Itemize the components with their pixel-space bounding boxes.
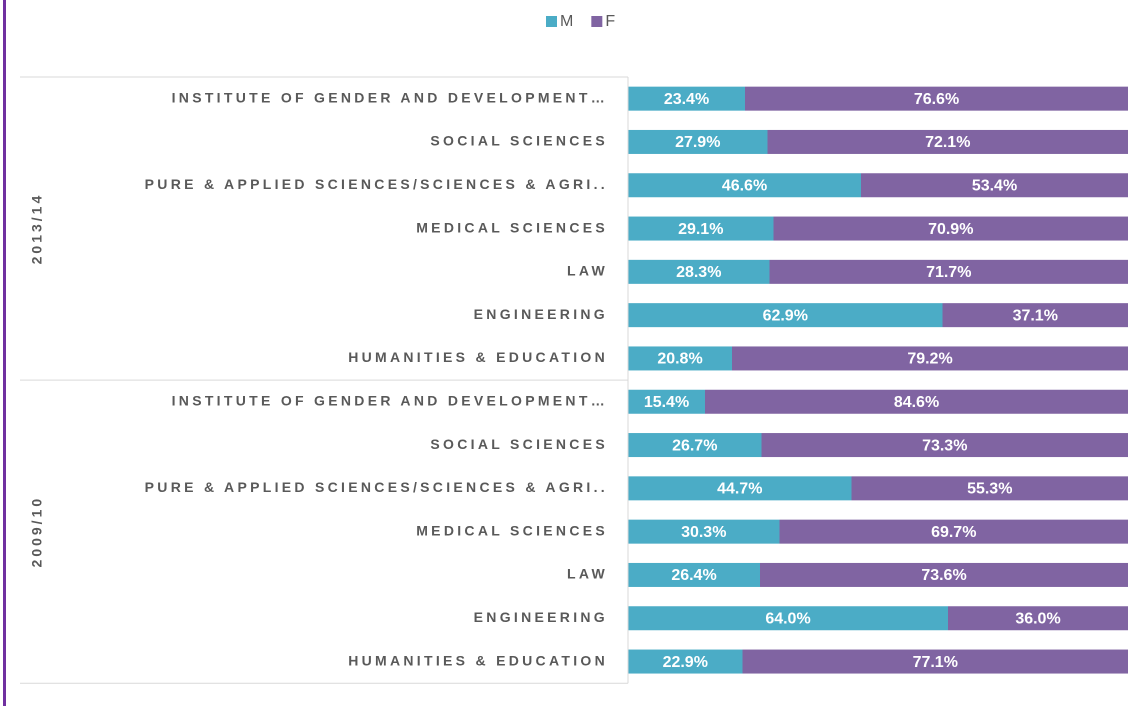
data-label: 26.7%	[672, 437, 717, 454]
category-label: HUMANITIES & EDUCATION	[348, 652, 608, 668]
category-label: MEDICAL SCIENCES	[416, 219, 608, 235]
data-label: 55.3%	[967, 481, 1012, 498]
left-border	[3, 0, 6, 706]
legend-swatch	[591, 16, 603, 27]
bar-segment	[628, 389, 705, 414]
data-label: 28.3%	[676, 264, 721, 281]
data-label: 62.9%	[763, 307, 808, 324]
bar-segment	[761, 433, 1128, 458]
bar-segment	[628, 346, 732, 371]
bar-segment	[861, 173, 1128, 198]
data-label: 70.9%	[928, 221, 973, 238]
bar-segment	[742, 649, 1128, 674]
data-label: 79.2%	[907, 351, 952, 368]
bar-segment	[773, 216, 1128, 241]
bar-segment	[769, 259, 1128, 284]
bar-segment	[948, 606, 1128, 631]
data-label: 20.8%	[657, 351, 702, 368]
group-label: 2009/10	[29, 496, 45, 568]
data-label: 44.7%	[717, 481, 762, 498]
bar-segment	[942, 303, 1128, 328]
data-label: 72.1%	[925, 134, 970, 151]
bar-segment	[760, 562, 1128, 587]
data-label: 64.0%	[765, 610, 810, 627]
category-label: PURE & APPLIED SCIENCES/SCIENCES & AGRI.…	[145, 176, 608, 192]
bar-segment	[628, 303, 943, 328]
bar-segment	[705, 389, 1128, 414]
bar-segment	[745, 86, 1128, 111]
category-label: LAW	[567, 263, 608, 279]
data-label: 26.4%	[671, 567, 716, 584]
data-label: 37.1%	[1013, 307, 1058, 324]
category-label: ENGINEERING	[474, 609, 608, 625]
bar-segment	[732, 346, 1128, 371]
category-label: MEDICAL SCIENCES	[416, 522, 608, 538]
data-label: 29.1%	[678, 221, 723, 238]
legend-label: F	[605, 13, 615, 30]
data-label: 23.4%	[664, 91, 709, 108]
category-label: SOCIAL SCIENCES	[430, 133, 608, 149]
bar-segment	[628, 649, 743, 674]
bar-segment	[628, 433, 762, 458]
category-label: LAW	[567, 566, 608, 582]
category-label: SOCIAL SCIENCES	[430, 436, 608, 452]
data-label: 36.0%	[1015, 610, 1060, 627]
category-label: HUMANITIES & EDUCATION	[348, 349, 608, 365]
bar-segment	[779, 519, 1128, 544]
data-label: 76.6%	[914, 91, 959, 108]
data-label: 46.6%	[722, 177, 767, 194]
data-label: 27.9%	[675, 134, 720, 151]
bar-segment	[628, 173, 861, 198]
bar-segment	[628, 519, 780, 544]
data-label: 73.3%	[922, 437, 967, 454]
bar-segment	[628, 476, 852, 501]
data-label: 69.7%	[931, 524, 976, 541]
data-label: 22.9%	[663, 654, 708, 671]
category-label: ENGINEERING	[474, 306, 608, 322]
bar-segment	[851, 476, 1128, 501]
bar-segment	[628, 129, 768, 154]
group-label: 2013/14	[29, 193, 45, 265]
data-label: 84.6%	[894, 394, 939, 411]
data-label: 77.1%	[913, 654, 958, 671]
data-label: 73.6%	[921, 567, 966, 584]
category-label: INSTITUTE OF GENDER AND DEVELOPMENT…	[172, 89, 608, 105]
category-label: PURE & APPLIED SCIENCES/SCIENCES & AGRI.…	[145, 479, 608, 495]
data-label: 15.4%	[644, 394, 689, 411]
data-label: 30.3%	[681, 524, 726, 541]
bar-segment	[628, 562, 760, 587]
bar-segment	[628, 606, 948, 631]
bar-segment	[628, 216, 774, 241]
data-label: 53.4%	[972, 177, 1017, 194]
bar-segment	[767, 129, 1128, 154]
bar-segment	[628, 259, 770, 284]
data-label: 71.7%	[926, 264, 971, 281]
legend-label: M	[560, 13, 573, 30]
legend-swatch	[546, 16, 557, 27]
category-label: INSTITUTE OF GENDER AND DEVELOPMENT…	[172, 392, 608, 408]
bar-segment	[628, 86, 745, 111]
